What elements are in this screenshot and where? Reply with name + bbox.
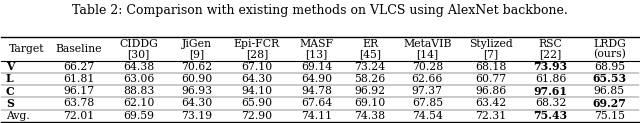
Text: 88.83: 88.83 — [123, 86, 154, 96]
Text: [28]: [28] — [246, 49, 268, 59]
Text: (ours): (ours) — [593, 49, 626, 59]
Text: 61.86: 61.86 — [535, 74, 566, 84]
Text: 74.54: 74.54 — [412, 111, 443, 121]
Text: MetaVIB: MetaVIB — [403, 38, 452, 49]
Text: 65.90: 65.90 — [241, 98, 273, 108]
Text: L: L — [6, 74, 13, 85]
Text: 63.42: 63.42 — [476, 98, 506, 108]
Text: 69.10: 69.10 — [355, 98, 386, 108]
Text: JiGen: JiGen — [182, 38, 212, 49]
Text: 72.01: 72.01 — [63, 111, 94, 121]
Text: S: S — [6, 98, 13, 109]
Text: [14]: [14] — [416, 49, 438, 59]
Text: CIDDG: CIDDG — [119, 38, 158, 49]
Text: [7]: [7] — [483, 49, 499, 59]
Text: 67.85: 67.85 — [412, 98, 443, 108]
Text: 62.10: 62.10 — [123, 98, 154, 108]
Text: 72.31: 72.31 — [476, 111, 506, 121]
Text: Table 2: Comparison with existing methods on VLCS using AlexNet backbone.: Table 2: Comparison with existing method… — [72, 4, 568, 17]
Text: 70.62: 70.62 — [182, 62, 212, 72]
Text: 62.66: 62.66 — [412, 74, 443, 84]
Text: [22]: [22] — [540, 49, 562, 59]
Text: 68.95: 68.95 — [594, 62, 625, 72]
Text: 58.26: 58.26 — [355, 74, 386, 84]
Text: 64.90: 64.90 — [301, 74, 332, 84]
Text: 97.37: 97.37 — [412, 86, 443, 96]
Text: Stylized: Stylized — [469, 38, 513, 49]
Text: LRDG: LRDG — [593, 38, 626, 49]
Text: ER: ER — [362, 38, 378, 49]
Text: 60.77: 60.77 — [476, 74, 506, 84]
Text: 64.38: 64.38 — [123, 62, 154, 72]
Text: 96.93: 96.93 — [182, 86, 212, 96]
Text: 75.43: 75.43 — [534, 110, 568, 121]
Text: 70.28: 70.28 — [412, 62, 443, 72]
Text: 94.10: 94.10 — [241, 86, 273, 96]
Text: 74.38: 74.38 — [355, 111, 386, 121]
Text: 63.06: 63.06 — [123, 74, 154, 84]
Text: MASF: MASF — [300, 38, 334, 49]
Text: 64.30: 64.30 — [241, 74, 273, 84]
Text: 68.18: 68.18 — [476, 62, 507, 72]
Text: 94.78: 94.78 — [301, 86, 332, 96]
Text: Avg.: Avg. — [6, 111, 29, 121]
Text: 65.53: 65.53 — [592, 74, 627, 85]
Text: 96.92: 96.92 — [355, 86, 386, 96]
Text: Epi-FCR: Epi-FCR — [234, 38, 280, 49]
Text: 69.59: 69.59 — [123, 111, 154, 121]
Text: 66.27: 66.27 — [63, 62, 94, 72]
Text: 96.17: 96.17 — [63, 86, 94, 96]
Text: 96.85: 96.85 — [594, 86, 625, 96]
Text: 75.15: 75.15 — [594, 111, 625, 121]
Text: 72.90: 72.90 — [241, 111, 273, 121]
Text: 67.10: 67.10 — [241, 62, 273, 72]
Text: [13]: [13] — [306, 49, 328, 59]
Text: 64.30: 64.30 — [182, 98, 212, 108]
Text: Target: Target — [8, 44, 44, 54]
Text: 69.27: 69.27 — [593, 98, 627, 109]
Text: 68.32: 68.32 — [535, 98, 566, 108]
Text: 74.11: 74.11 — [301, 111, 332, 121]
Text: C: C — [6, 86, 15, 97]
Text: 97.61: 97.61 — [534, 86, 568, 97]
Text: 67.64: 67.64 — [301, 98, 332, 108]
Text: [45]: [45] — [359, 49, 381, 59]
Text: 73.24: 73.24 — [355, 62, 386, 72]
Text: 69.14: 69.14 — [301, 62, 332, 72]
Text: 60.90: 60.90 — [182, 74, 212, 84]
Text: RSC: RSC — [539, 38, 563, 49]
Text: Baseline: Baseline — [56, 44, 102, 54]
Text: 61.81: 61.81 — [63, 74, 94, 84]
Text: V: V — [6, 61, 14, 72]
Text: 63.78: 63.78 — [63, 98, 94, 108]
Text: 73.93: 73.93 — [534, 61, 568, 72]
Text: [30]: [30] — [127, 49, 150, 59]
Text: [9]: [9] — [189, 49, 205, 59]
Text: 96.86: 96.86 — [476, 86, 506, 96]
Text: 73.19: 73.19 — [182, 111, 212, 121]
